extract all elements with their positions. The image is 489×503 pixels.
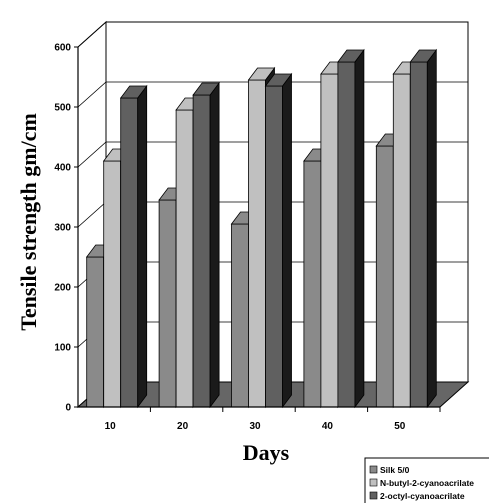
bar-front xyxy=(375,145,394,408)
y-tick-label: 0 xyxy=(65,403,71,414)
y-tick-label: 500 xyxy=(54,103,71,114)
bar-front xyxy=(158,199,177,408)
x-tick-label: 40 xyxy=(322,421,334,432)
bar-top xyxy=(264,73,293,87)
bar-front xyxy=(175,109,194,408)
bar-side xyxy=(354,48,365,409)
bar-side xyxy=(282,72,292,409)
bar-2-octyl-30 xyxy=(264,72,293,409)
bar-top xyxy=(192,82,220,96)
bar-2-octyl-40 xyxy=(337,48,365,409)
bar-top xyxy=(337,49,365,63)
axes: 0 100 200 300 400 500 600 10 20 30 40 50 xyxy=(54,43,441,432)
y-tick-label: 200 xyxy=(54,283,71,294)
bar-side xyxy=(209,81,220,409)
bar-2-octyl-10 xyxy=(119,84,148,409)
y-tick-label: 100 xyxy=(54,343,71,354)
y-tick-label: 300 xyxy=(54,223,71,234)
bar-front xyxy=(231,223,249,408)
bar-front xyxy=(192,94,211,408)
bar-side xyxy=(137,84,148,409)
bar-front xyxy=(409,61,428,408)
y-axis-label: Tensile strength gm/cm xyxy=(16,113,41,331)
x-tick-label: 30 xyxy=(249,421,261,432)
bar-2-octyl-20 xyxy=(192,81,220,409)
bar-top xyxy=(247,67,276,81)
legend-swatch xyxy=(369,478,378,487)
legend-swatch xyxy=(369,465,378,474)
x-tick-label: 50 xyxy=(394,421,406,432)
bar-side xyxy=(426,48,437,409)
bar-group xyxy=(85,48,438,409)
legend-swatch xyxy=(369,491,378,500)
bar-front xyxy=(392,73,411,408)
bar-2-octyl-50 xyxy=(409,48,438,409)
bar-front xyxy=(337,61,356,408)
y-tick-label: 400 xyxy=(54,163,71,174)
legend-entry: Silk 5/0 xyxy=(380,465,410,475)
bar-front xyxy=(103,160,122,408)
x-axis-label: Days xyxy=(243,440,290,465)
legend-box xyxy=(364,457,489,503)
legend-entry: N-butyl-2-cyanoacrilate xyxy=(380,478,474,488)
x-tick-label: 20 xyxy=(177,421,189,432)
bar-front xyxy=(303,160,322,408)
y-tick-label: 600 xyxy=(54,43,71,54)
bar-front xyxy=(86,256,105,408)
bar-front xyxy=(320,73,339,408)
bar-top xyxy=(409,49,438,63)
bar-front xyxy=(265,85,283,408)
gridline xyxy=(77,21,468,48)
bar-front xyxy=(120,97,139,408)
legend-entry: 2-octyl-cyanoacrilate xyxy=(380,491,465,501)
bar-top xyxy=(119,85,148,99)
legend: Silk 5/0 N-butyl-2-cyanoacrilate 2-octyl-c… xyxy=(364,457,489,503)
x-tick-label: 10 xyxy=(105,421,117,432)
bar-front xyxy=(248,79,266,408)
